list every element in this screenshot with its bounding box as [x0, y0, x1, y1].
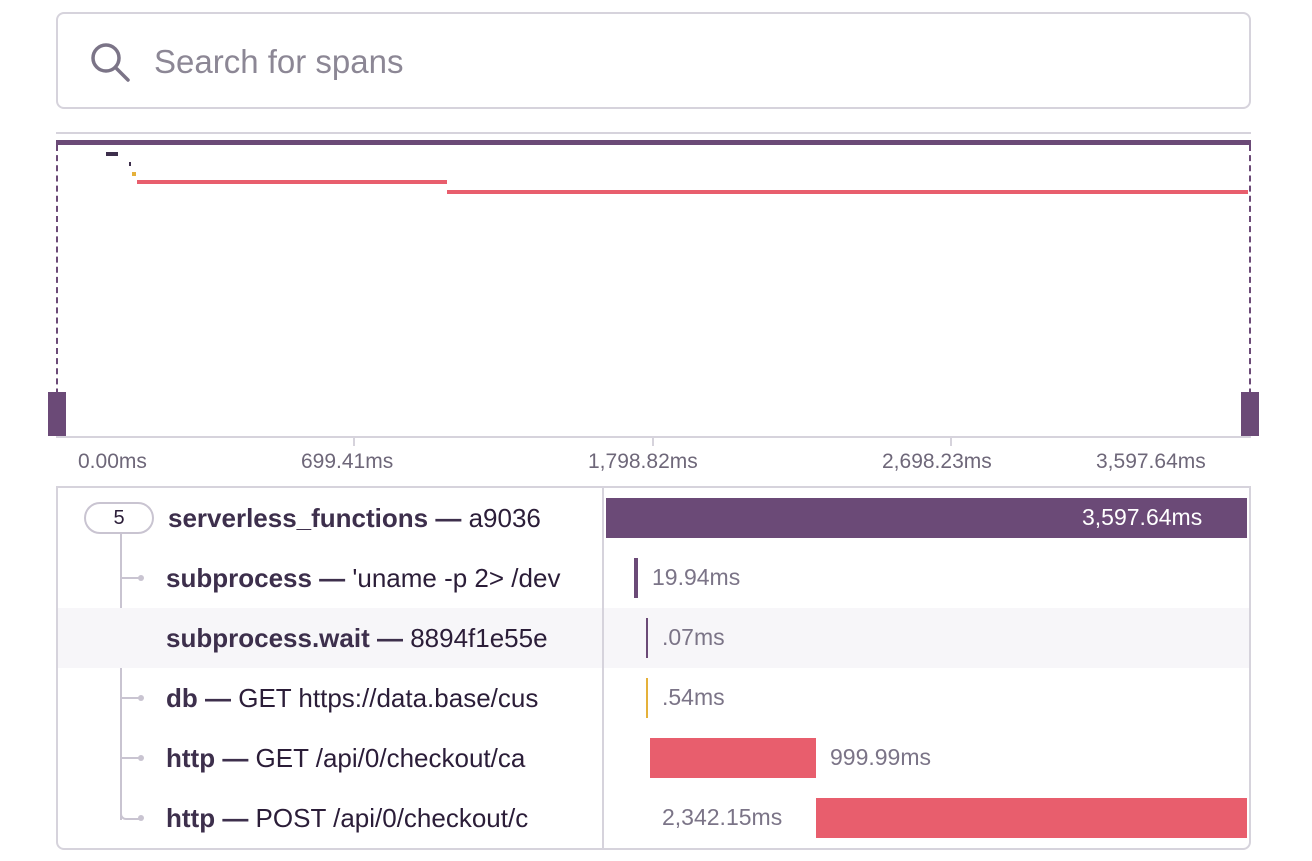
tree-node-dot: [138, 695, 144, 701]
minimap-span-http-get: [137, 180, 447, 184]
minimap-root-span: [56, 140, 1251, 145]
span-row-root[interactable]: 5 serverless_functions — a9036 3,597.64m…: [58, 488, 1249, 548]
search-input[interactable]: [152, 36, 1206, 88]
span-description: GET /api/0/checkout/ca: [255, 743, 526, 773]
tick-mark: [353, 436, 355, 446]
search-box[interactable]: [56, 12, 1251, 109]
tree-branch: [120, 808, 142, 820]
span-op: subprocess.wait: [166, 623, 370, 653]
span-tree-table: 5 serverless_functions — a9036 3,597.64m…: [56, 486, 1251, 850]
span-row[interactable]: subprocess — 'uname -p 2> /dev 19.94ms: [58, 548, 1249, 608]
span-separator: —: [369, 623, 411, 653]
span-separator: —: [197, 683, 239, 713]
span-op: db: [166, 683, 198, 713]
minimap-span-http-post: [447, 190, 1248, 194]
tick-mark: [652, 436, 654, 446]
span-separator: —: [311, 563, 353, 593]
minimap-span-subprocess-wait: [129, 162, 131, 166]
span-duration-bar[interactable]: [634, 558, 638, 598]
minimap-right-boundary: [1249, 145, 1251, 425]
minimap-span-subprocess: [106, 152, 118, 156]
span-duration-bar[interactable]: [650, 738, 816, 778]
minimap[interactable]: [48, 132, 1259, 438]
span-duration-label: 3,597.64ms: [1082, 504, 1203, 530]
minimap-left-handle[interactable]: [48, 392, 66, 436]
span-separator: —: [215, 803, 256, 833]
tick-label: 699.41ms: [301, 450, 394, 473]
span-duration-label: .54ms: [662, 684, 725, 710]
span-op: http: [166, 803, 216, 833]
tick-mark: [950, 436, 952, 446]
span-duration-bar[interactable]: [646, 618, 648, 658]
span-title: http — POST /api/0/checkout/c: [166, 800, 602, 836]
span-duration-bar[interactable]: [646, 678, 648, 718]
children-count-toggle[interactable]: 5: [84, 502, 154, 534]
minimap-right-handle[interactable]: [1241, 392, 1259, 436]
span-title: subprocess.wait — 8894f1e55e: [166, 620, 602, 656]
span-op: http: [166, 743, 216, 773]
span-title: serverless_functions — a9036: [168, 500, 602, 536]
tick-label: 2,698.23ms: [882, 450, 992, 473]
minimap-left-boundary: [56, 145, 58, 425]
span-row[interactable]: subprocess.wait — 8894f1e55e .07ms: [58, 608, 1249, 668]
span-description: 8894f1e55e: [410, 623, 548, 653]
tick-label: 0.00ms: [78, 450, 147, 473]
search-icon: [91, 43, 130, 82]
tree-node-dot: [138, 575, 144, 581]
span-description: 'uname -p 2> /dev: [352, 563, 561, 593]
span-title: db — GET https://data.base/cus: [166, 680, 602, 716]
tick-label: 1,798.82ms: [588, 450, 698, 473]
span-duration-label: 19.94ms: [652, 564, 741, 590]
span-description: POST /api/0/checkout/c: [255, 803, 529, 833]
span-title: http — GET /api/0/checkout/ca: [166, 740, 602, 776]
span-row[interactable]: http — POST /api/0/checkout/c 2,342.15ms: [58, 788, 1249, 848]
column-divider[interactable]: [602, 488, 604, 848]
span-description: a9036: [468, 503, 541, 533]
minimap-span-db: [132, 172, 136, 176]
span-separator: —: [428, 503, 469, 533]
span-row[interactable]: http — GET /api/0/checkout/ca 999.99ms: [58, 728, 1249, 788]
tree-branch: [120, 577, 140, 579]
tree-branch: [120, 697, 140, 699]
span-duration-label: 999.99ms: [830, 744, 932, 770]
tree-branch: [120, 757, 140, 759]
span-title: subprocess — 'uname -p 2> /dev: [166, 560, 602, 596]
tree-node-dot: [138, 815, 144, 821]
span-duration-bar[interactable]: [606, 498, 1247, 538]
span-duration-label: 2,342.15ms: [662, 804, 783, 830]
span-op: serverless_functions: [168, 503, 429, 533]
span-duration-label: .07ms: [662, 624, 725, 650]
timeline-axis: 0.00ms 699.41ms 1,798.82ms 2,698.23ms 3,…: [56, 436, 1251, 486]
tick-label: 3,597.64ms: [1096, 450, 1206, 473]
span-duration-bar[interactable]: [816, 798, 1247, 838]
span-separator: —: [215, 743, 256, 773]
span-description: GET https://data.base/cus: [238, 683, 539, 713]
span-row[interactable]: db — GET https://data.base/cus .54ms: [58, 668, 1249, 728]
tree-node-dot: [138, 755, 144, 761]
tree-connector: [120, 534, 122, 820]
span-op: subprocess: [166, 563, 312, 593]
